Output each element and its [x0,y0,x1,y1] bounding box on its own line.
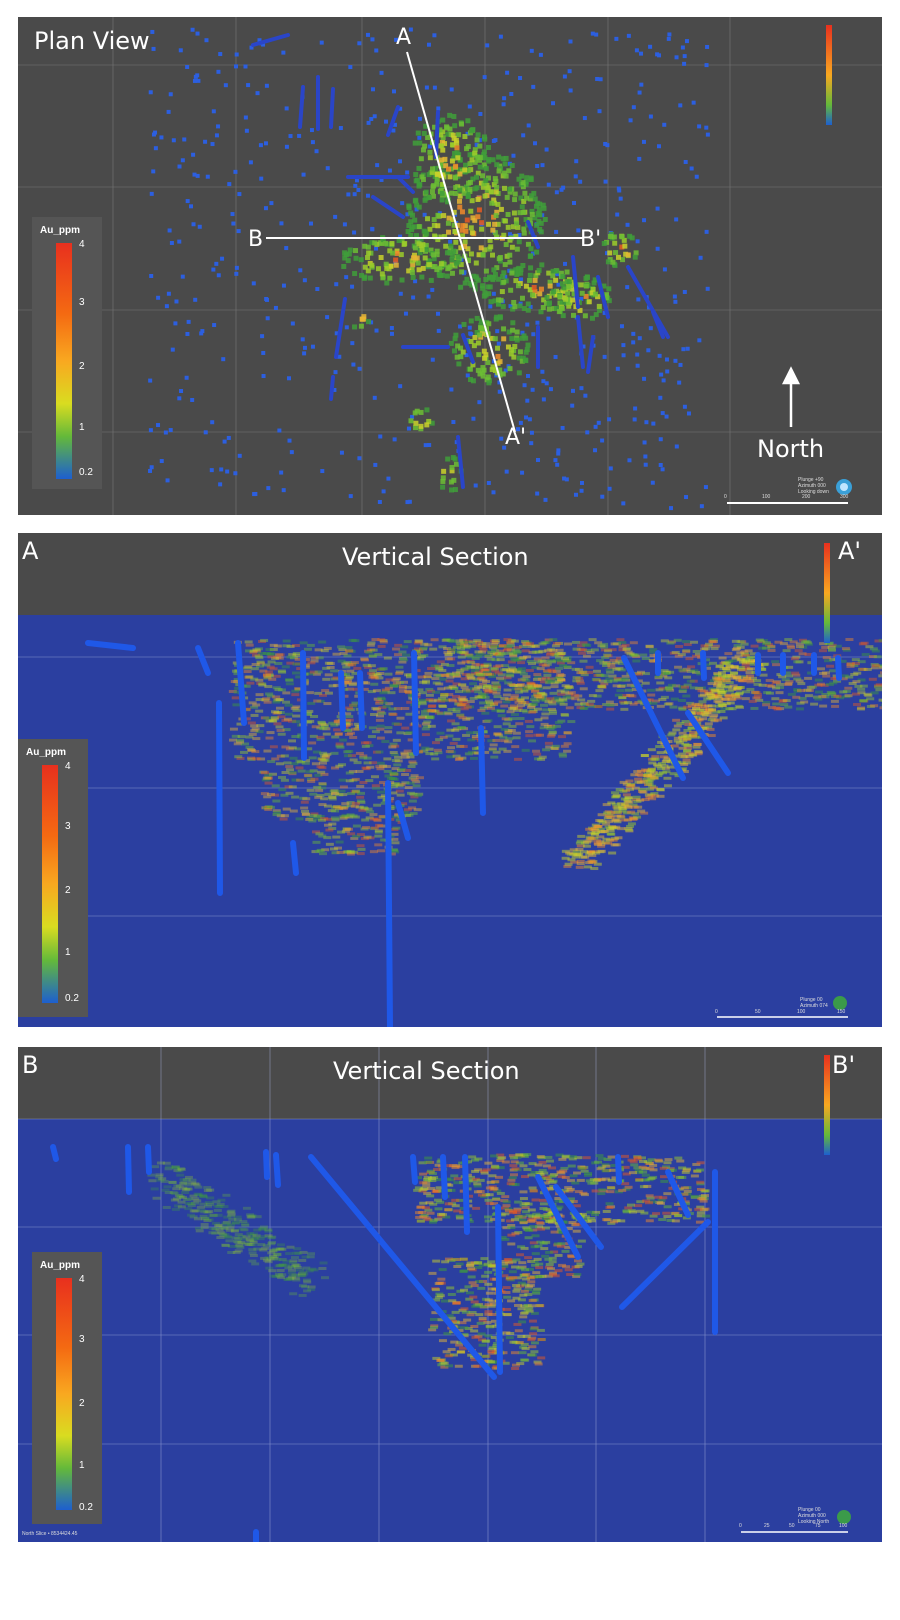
legend-tick: 0.2 [65,993,79,1004]
scale-tick: 100 [839,1523,848,1529]
section-b-legend: Au_ppm 4 3 2 1 0.2 [32,1252,102,1524]
section-a-start-label: A [22,537,39,565]
section-b-panel: Vertical Section B B' Au_ppm 4 3 2 1 0.2… [18,1047,882,1542]
scale-tick: 150 [837,1009,846,1015]
section-b-view-info: Plunge 00 Azimuth 000 Looking North [798,1507,829,1525]
section-b-end-label: B' [832,1051,856,1079]
section-a-legend: Au_ppm 4 3 2 1 0.2 [18,739,88,1017]
scale-tick: 100 [762,494,771,500]
legend-tick: 1 [65,947,71,958]
section-b-start-label: B [22,1051,39,1079]
plan-view-title: Plan View [34,27,150,55]
legend-color-ramp [42,765,58,1003]
scale-tick: 75 [815,1523,821,1529]
plan-grade-blocks [341,112,639,493]
north-label: North [757,435,825,463]
plan-view-info: Plunge +90 Azimuth 000 Looking down [798,477,829,495]
view-plunge: Plunge 00 [800,997,823,1003]
section-lines [266,51,583,433]
legend-tick: 3 [79,1334,85,1345]
plan-drill-traces [251,33,670,489]
legend-title: Au_ppm [40,225,80,236]
globe-icon [833,996,847,1010]
scale-tick: 50 [755,1009,761,1015]
legend-tick: 2 [79,1398,85,1409]
plan-legend: Au_ppm 4 3 2 1 0.2 [32,217,102,489]
section-a-drill-traces [85,640,842,1027]
section-a-panel: Vertical Section A A' Au_ppm 4 3 2 1 0.2… [18,533,882,1027]
legend-tick: 3 [65,821,71,832]
section-b-drill-traces [50,1144,718,1542]
legend-tick: 4 [79,1274,85,1285]
view-plunge: Plunge +90 [798,477,824,483]
legend-color-ramp [56,243,72,479]
legend-tick: 2 [79,361,85,372]
legend-title: Au_ppm [40,1260,80,1271]
section-b-end-label: B' [580,227,602,252]
scale-tick: 300 [840,494,849,500]
legend-tick: 4 [65,761,71,772]
view-direction: Looking down [798,489,829,495]
section-b-grade-blocks [147,1153,711,1370]
legend-color-ramp [56,1278,72,1510]
section-b-title: Vertical Section [333,1057,520,1085]
plan-view-panel: Plan View A A' B B' North Au_ppm 4 3 2 1… [18,17,882,515]
plan-view-canvas [18,17,882,515]
scale-tick: 200 [802,494,811,500]
section-a-end-label: A' [505,425,527,450]
section-b-slice-info: North Slice • 8534424.45 [22,1531,78,1537]
scale-tick: 0 [724,494,727,500]
section-a-start-label: A [396,25,412,50]
view-azimuth: Azimuth 000 [798,483,826,489]
legend-tick: 0.2 [79,1502,93,1513]
scale-tick: 50 [789,1523,795,1529]
view-direction: Looking North [798,1519,830,1525]
legend-tick: 1 [79,1460,85,1471]
view-azimuth: Azimuth 000 [798,1513,826,1519]
north-arrow [781,366,801,427]
view-azimuth: Azimuth 074 [800,1003,828,1009]
legend-tick: 2 [65,885,71,896]
legend-tick: 0.2 [79,467,93,478]
scale-tick: 0 [739,1523,742,1529]
section-a-canvas [18,533,882,1027]
section-b-canvas [18,1047,882,1542]
legend-tick: 4 [79,239,85,250]
legend-title: Au_ppm [26,747,66,758]
scale-tick: 100 [797,1009,806,1015]
view-plunge: Plunge 00 [798,1507,821,1513]
legend-tick: 1 [79,422,85,433]
scale-tick: 0 [715,1009,718,1015]
scale-tick: 25 [764,1523,770,1529]
legend-tick: 3 [79,297,85,308]
section-a-view-info: Plunge 00 Azimuth 074 [800,997,828,1009]
section-b-start-label: B [248,227,264,252]
globe-icon [837,1510,851,1524]
section-a-end-label: A' [838,537,862,565]
section-a-title: Vertical Section [342,543,529,571]
